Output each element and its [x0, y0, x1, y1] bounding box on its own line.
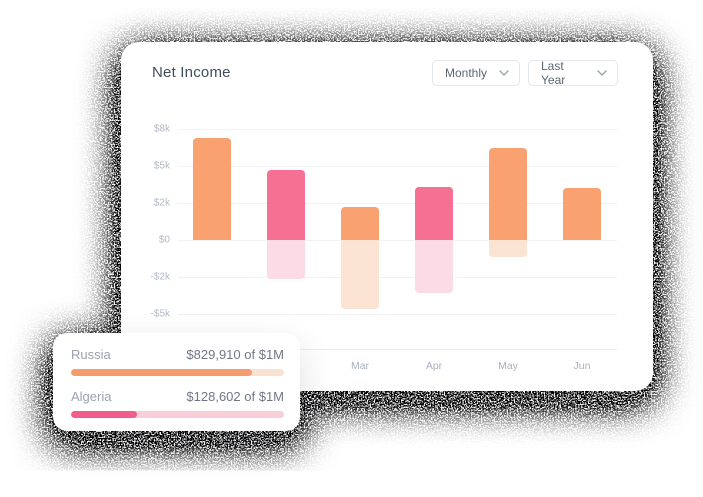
frequency-dropdown-label: Monthly [445, 66, 488, 80]
bar-negative-may [489, 240, 527, 257]
gridline [178, 129, 617, 130]
country-label: Algeria [71, 389, 112, 404]
gridline [178, 277, 617, 278]
period-dropdown-label: Last Year [541, 59, 566, 87]
bar-positive-apr [415, 186, 453, 240]
y-axis-tick-label: $0 [158, 234, 170, 246]
chevron-down-icon [597, 70, 607, 76]
bar-negative-feb [267, 240, 305, 280]
progress-track [71, 411, 284, 418]
gridline [178, 314, 617, 315]
progress-fill [71, 369, 253, 376]
bar-positive-feb [267, 169, 305, 240]
net-income-card: $8k$5k$2k$0-$2k-$5kJanFebMarAprMayJun Ne… [121, 42, 653, 391]
y-axis-tick-label: $2k [153, 197, 170, 209]
x-axis-month-label: Apr [425, 360, 443, 372]
gridline [178, 240, 617, 241]
progress-fill [71, 411, 138, 418]
y-axis-tick-label: -$5k [150, 308, 170, 320]
x-axis-line [178, 349, 617, 350]
gridline [178, 166, 617, 167]
bar-positive-jan [193, 137, 231, 240]
period-dropdown[interactable]: Last Year [528, 59, 618, 87]
frequency-dropdown[interactable]: Monthly [432, 60, 520, 86]
progress-value: $829,910 of $1M [186, 347, 284, 362]
bar-positive-mar [341, 206, 379, 240]
country-progress-card: Russia $829,910 of $1M Algeria $128,602 of … [53, 333, 300, 431]
bar-positive-may [489, 147, 527, 240]
bar-negative-mar [341, 240, 379, 310]
bar-negative-apr [415, 240, 453, 294]
x-axis-month-label: May [498, 360, 518, 372]
chevron-down-icon [499, 70, 509, 76]
progress-row-russia: Russia $829,910 of $1M [71, 347, 284, 376]
bar-positive-jun [563, 188, 601, 240]
gridline [178, 203, 617, 204]
progress-track [71, 369, 284, 376]
progress-row-algeria: Algeria $128,602 of $1M [71, 389, 284, 418]
y-axis-tick-label: $8k [153, 123, 170, 135]
page-title: Net Income [152, 64, 231, 81]
progress-value: $128,602 of $1M [186, 389, 284, 404]
country-label: Russia [71, 347, 111, 362]
x-axis-month-label: Jun [573, 360, 591, 372]
x-axis-month-label: Mar [350, 360, 370, 372]
card-header: Net Income Monthly Last Year [121, 42, 653, 102]
y-axis-tick-label: $5k [153, 160, 170, 172]
y-axis-tick-label: -$2k [150, 271, 170, 283]
